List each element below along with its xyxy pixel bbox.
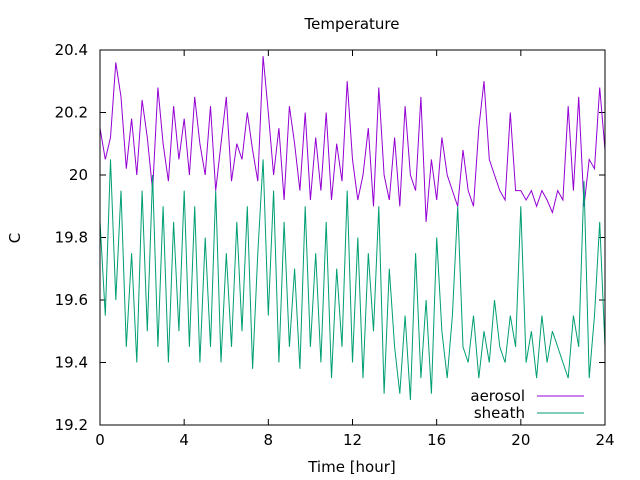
- legend-label-sheath: sheath: [474, 404, 525, 422]
- x-tick-label: 16: [427, 431, 446, 449]
- x-tick-label: 24: [595, 431, 614, 449]
- y-tick-label: 19.2: [55, 416, 88, 434]
- x-tick-label: 20: [511, 431, 530, 449]
- y-tick-label: 20.2: [55, 104, 88, 122]
- ticks-layer: 0 4 8 12 16 20 24 19.2 19.4 19.6 19.8 20 20.2 20.4: [55, 41, 615, 449]
- series-layer: [99, 56, 606, 401]
- x-tick-label: 0: [95, 431, 105, 449]
- plot-frame: [99, 49, 606, 426]
- legend-label-aerosol: aerosol: [470, 387, 525, 405]
- y-axis-label: C: [6, 233, 24, 243]
- y-tick-label: 19.6: [55, 291, 88, 309]
- series-line-aerosol: [99, 56, 606, 222]
- x-tick-label: 8: [264, 431, 274, 449]
- y-tick-label: 19.4: [55, 354, 88, 372]
- x-tick-label: 12: [343, 431, 362, 449]
- y-tick-label: 20: [69, 166, 88, 184]
- series-line-sheath: [99, 159, 606, 401]
- y-tick-label: 20.4: [55, 41, 88, 59]
- chart-title: Temperature: [303, 15, 399, 33]
- x-tick-label: 4: [179, 431, 189, 449]
- x-axis-label: Time [hour]: [307, 458, 396, 476]
- y-tick-label: 19.8: [55, 229, 88, 247]
